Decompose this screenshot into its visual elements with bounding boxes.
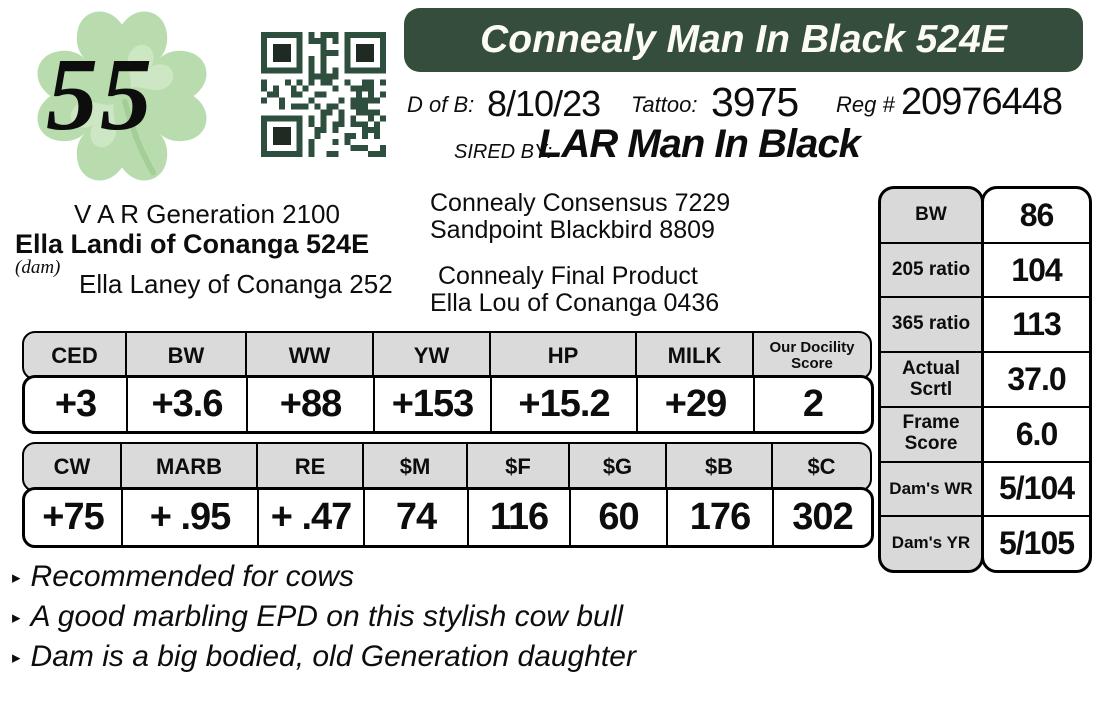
performance-value-column: 86 104 113 37.0 6.0 5/104 5/105 (981, 186, 1092, 573)
perf-label-bw: BW (915, 203, 947, 225)
pedigree-dam-sire: V A R Generation 2100 (74, 199, 340, 229)
bullet-icon: ▸ (12, 648, 21, 667)
dam-name: Ella Landi of Conanga 524E (15, 229, 370, 259)
epd-value-milk: +29 (638, 378, 755, 431)
pedigree-extended-bottom: Connealy Final Product Ella Lou of Conan… (430, 263, 719, 317)
epd-value-bw: +3.6 (128, 378, 248, 431)
pedigree-line: Sandpoint Blackbird 8809 (430, 216, 715, 244)
perf-label-frame-score: Frame Score (881, 405, 981, 461)
epd-header-ced: CED (24, 333, 127, 378)
clover-icon (37, 11, 207, 181)
title-banner: Connealy Man In Black 524E (404, 8, 1083, 72)
epd-value-dollar-m: 74 (365, 490, 469, 545)
note-line: ▸ A good marbling EPD on this stylish cow… (12, 600, 623, 634)
epd-header-dollar-m: $M (364, 444, 468, 490)
epd-header-ww: WW (247, 333, 374, 378)
epd-header-dollar-b: $B (667, 444, 773, 490)
perf-label-dams-yr: Dam's YR (881, 515, 981, 570)
epd-value-re: + .47 (259, 490, 365, 545)
note-text: A good marbling EPD on this stylish cow … (30, 600, 624, 633)
note-line: ▸ Recommended for cows (12, 560, 354, 594)
dob-label: D of B: (407, 92, 475, 117)
epd-header-dollar-c: $C (807, 454, 836, 480)
tattoo-value: 3975 (711, 79, 799, 125)
epd-header-re: RE (258, 444, 364, 490)
epd-value-dollar-f: 116 (469, 490, 571, 545)
epd-value-dollar-b: 176 (668, 490, 774, 545)
epd-header-dollar-g: $G (570, 444, 667, 490)
registration-label: Reg # (836, 92, 895, 117)
performance-label-column: BW 205 ratio 365 ratio Actual Scrtl Fram… (878, 186, 984, 573)
epd-header-bw: BW (127, 333, 247, 378)
sire-name: LAR Man In Black (538, 122, 861, 166)
epd-header-docility: Our Docility Score (769, 338, 855, 372)
perf-value-dams-yr: 5/105 (984, 515, 1089, 570)
pedigree-dam-dam: Ella Laney of Conanga 252 (79, 269, 393, 299)
pedigree-line: Connealy Final Product (438, 262, 698, 290)
animal-name-title: Connealy Man In Black 524E (480, 18, 1007, 61)
pedigree-line: Connealy Consensus 7229 (430, 189, 731, 217)
perf-label-205-ratio: 205 ratio (881, 241, 981, 297)
pedigree-extended-top: Connealy Consensus 7229 Sandpoint Blackb… (430, 190, 730, 244)
perf-label-actual-scrtl: Actual Scrtl (881, 351, 981, 406)
note-line: ▸ Dam is a big bodied, old Generation dau… (12, 640, 636, 674)
epd-value-marb: + .95 (123, 490, 259, 545)
epd-value-docility: 2 (802, 383, 824, 425)
epd-header-milk: MILK (637, 333, 754, 378)
perf-value-365-ratio: 113 (984, 296, 1089, 351)
perf-value-dams-wr: 5/104 (984, 460, 1089, 516)
epd-value-yw: +153 (375, 378, 492, 431)
perf-label-365-ratio: 365 ratio (881, 296, 981, 351)
epd-header-marb: MARB (122, 444, 258, 490)
dollar-table-value-row: +75 + .95 + .47 74 116 60 176 302 (22, 487, 874, 548)
perf-value-205-ratio: 104 (984, 241, 1089, 297)
epd-header-hp: HP (491, 333, 637, 378)
epd-header-dollar-f: $F (468, 444, 570, 490)
epd-header-cw: CW (24, 444, 122, 490)
epd-value-ww: +88 (248, 378, 375, 431)
registration-number: 20976448 (901, 81, 1063, 123)
dollar-table-header-row: CW MARB RE $M $F $G $B $C (22, 442, 872, 492)
tattoo-label: Tattoo: (631, 92, 698, 117)
note-text: Recommended for cows (30, 560, 355, 593)
epd-table-value-row: +3 +3.6 +88 +153 +15.2 +29 2 (22, 375, 874, 434)
bullet-icon: ▸ (12, 568, 21, 587)
epd-table-header-row: CED BW WW YW HP MILK Our Docility Score (22, 331, 872, 380)
epd-value-dollar-c: 302 (792, 496, 853, 538)
qr-code-icon (261, 32, 386, 157)
dam-tag-label: (dam) (15, 257, 61, 278)
dob-value: 8/10/23 (487, 83, 601, 124)
perf-value-frame-score: 6.0 (984, 405, 1089, 461)
epd-value-dollar-g: 60 (571, 490, 668, 545)
bullet-icon: ▸ (12, 608, 21, 627)
perf-value-bw: 86 (1019, 196, 1055, 233)
epd-value-cw: +75 (25, 490, 123, 545)
sired-by-label: SIRED BY: (454, 141, 553, 163)
epd-header-yw: YW (374, 333, 491, 378)
epd-value-hp: +15.2 (492, 378, 638, 431)
note-text: Dam is a big bodied, old Generation daug… (30, 640, 636, 673)
perf-value-actual-scrtl: 37.0 (984, 351, 1089, 406)
pedigree-line: Ella Lou of Conanga 0436 (430, 289, 720, 317)
perf-label-dams-wr: Dam's WR (881, 460, 981, 516)
epd-value-ced: +3 (25, 378, 128, 431)
lot-number: 55 (46, 37, 154, 152)
